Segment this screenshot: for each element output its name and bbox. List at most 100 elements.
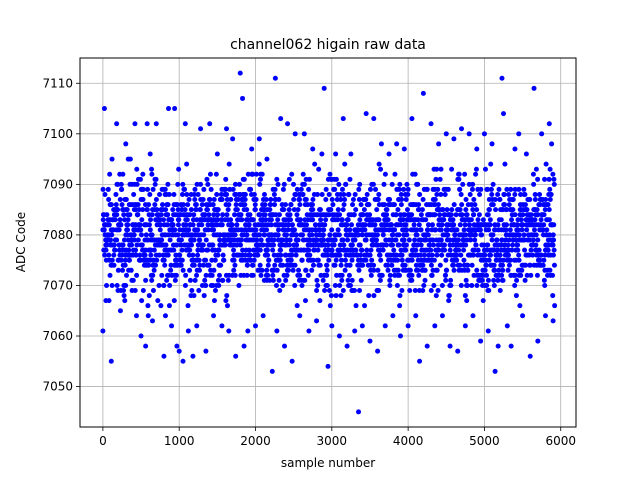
- data-point: [284, 272, 290, 278]
- data-point: [465, 262, 471, 268]
- data-point: [337, 282, 343, 288]
- data-point: [228, 197, 234, 203]
- data-point: [338, 197, 344, 203]
- y-axis-label: ADC Code: [14, 212, 28, 272]
- data-point: [528, 272, 534, 278]
- data-point: [409, 257, 415, 263]
- data-point: [253, 227, 259, 233]
- data-point: [390, 313, 396, 319]
- data-point: [211, 298, 217, 304]
- data-point: [174, 242, 180, 248]
- data-point: [464, 212, 470, 218]
- data-point: [508, 343, 514, 349]
- data-point: [369, 257, 375, 263]
- data-point: [268, 217, 274, 223]
- data-point: [190, 222, 196, 228]
- data-point: [178, 262, 184, 268]
- data-point: [121, 293, 127, 299]
- data-point: [134, 181, 140, 187]
- data-point: [334, 197, 340, 203]
- data-point: [510, 197, 516, 203]
- data-point: [306, 328, 312, 334]
- data-point: [182, 121, 188, 127]
- data-point: [194, 272, 200, 278]
- data-point: [443, 272, 449, 278]
- data-point: [273, 212, 279, 218]
- data-point: [352, 237, 358, 243]
- data-point: [142, 252, 148, 258]
- data-point: [338, 293, 344, 299]
- data-point: [176, 166, 182, 172]
- data-point: [374, 237, 380, 243]
- data-point: [154, 257, 160, 263]
- data-point: [219, 197, 225, 203]
- data-point: [510, 207, 516, 213]
- data-point: [390, 232, 396, 238]
- data-point: [505, 267, 511, 273]
- data-point: [462, 222, 468, 228]
- data-point: [253, 171, 259, 177]
- data-point: [497, 252, 503, 258]
- data-point: [202, 212, 208, 218]
- data-point: [422, 267, 428, 273]
- data-point: [445, 222, 451, 228]
- data-point: [428, 247, 434, 253]
- data-point: [223, 186, 229, 192]
- data-point: [280, 262, 286, 268]
- data-point: [550, 242, 556, 248]
- data-point: [357, 288, 363, 294]
- data-point: [320, 277, 326, 283]
- data-point: [212, 257, 218, 263]
- data-point: [444, 207, 450, 213]
- data-point: [528, 212, 534, 218]
- data-point: [425, 222, 431, 228]
- data-point: [438, 166, 444, 172]
- data-point: [137, 176, 143, 182]
- data-point: [136, 207, 142, 213]
- data-point: [292, 282, 298, 288]
- data-point: [155, 298, 161, 304]
- data-point: [353, 303, 359, 309]
- data-point: [286, 242, 292, 248]
- data-point: [277, 257, 283, 263]
- data-point: [518, 217, 524, 223]
- data-point: [409, 277, 415, 283]
- data-point: [506, 262, 512, 268]
- data-point: [175, 232, 181, 238]
- data-point: [342, 197, 348, 203]
- data-point: [434, 252, 440, 258]
- data-point: [341, 242, 347, 248]
- data-point: [301, 181, 307, 187]
- data-point: [223, 176, 229, 182]
- data-point: [125, 227, 131, 233]
- data-point: [154, 207, 160, 213]
- data-point: [418, 227, 424, 233]
- data-point: [498, 217, 504, 223]
- data-point: [328, 207, 334, 213]
- data-point: [124, 207, 130, 213]
- data-point: [392, 171, 398, 177]
- data-point: [382, 323, 388, 329]
- data-point: [214, 191, 220, 197]
- data-point: [549, 141, 555, 147]
- data-point: [348, 151, 354, 157]
- data-point: [319, 191, 325, 197]
- data-point: [304, 222, 310, 228]
- data-point: [131, 232, 137, 238]
- data-point: [371, 116, 377, 122]
- data-point: [499, 75, 505, 81]
- data-point: [485, 212, 491, 218]
- data-point: [246, 222, 252, 228]
- data-point: [478, 338, 484, 344]
- data-point: [242, 191, 248, 197]
- data-point: [495, 191, 501, 197]
- data-point: [112, 217, 118, 223]
- data-point: [537, 191, 543, 197]
- data-point: [394, 252, 400, 258]
- data-point: [439, 252, 445, 258]
- data-point: [468, 217, 474, 223]
- data-point: [487, 222, 493, 228]
- data-point: [376, 161, 382, 167]
- data-point: [482, 166, 488, 172]
- data-point: [358, 277, 364, 283]
